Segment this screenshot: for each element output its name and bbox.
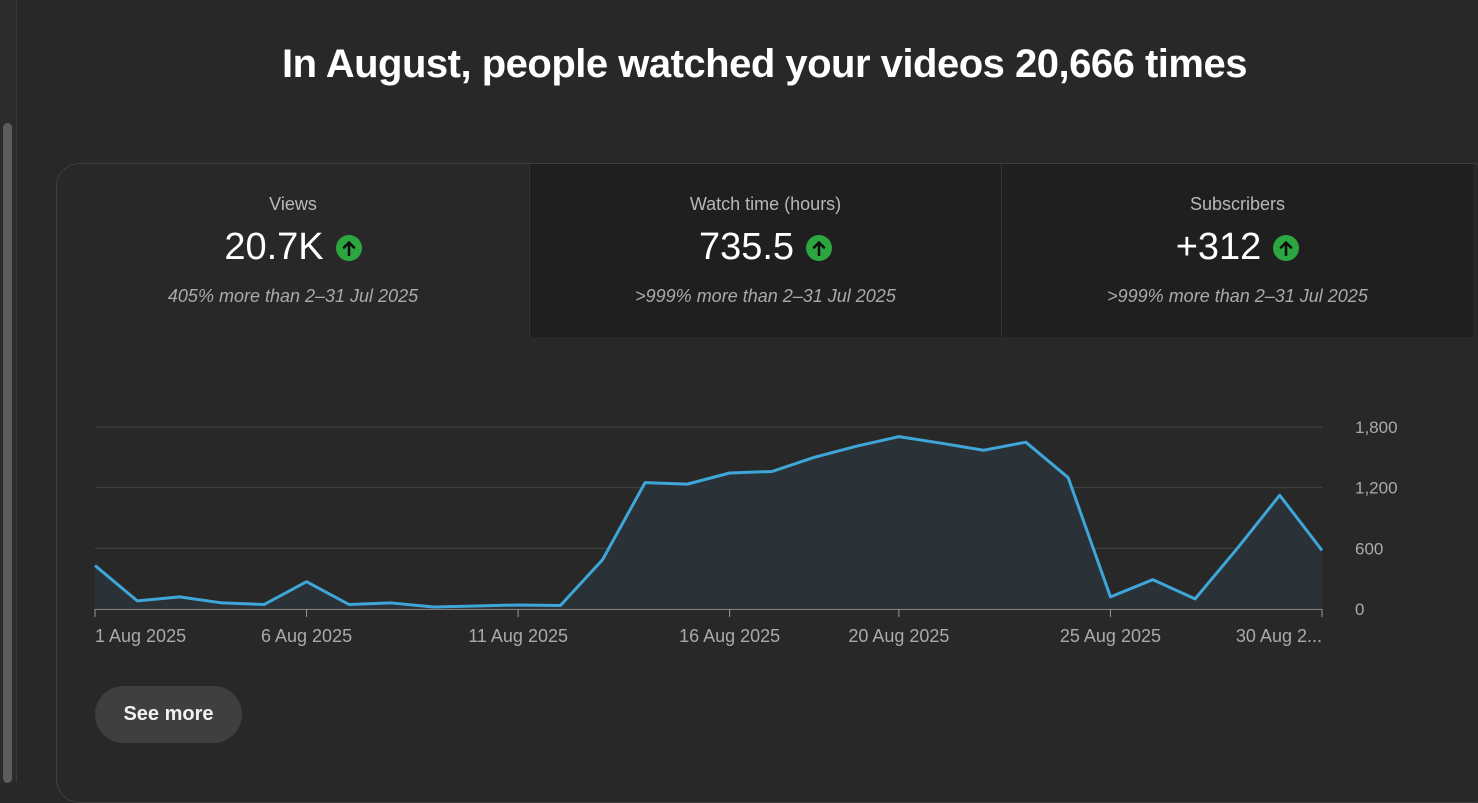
metric-tabs: Views 20.7K 405% more than 2–31 Jul 2025… xyxy=(57,164,1473,337)
x-tick-label: 16 Aug 2025 xyxy=(679,626,780,646)
tab-value: +312 xyxy=(1175,226,1262,268)
views-chart-svg: 0 600 1,200 1,800 1 Aug 2025 6 Aug 2025 11 Aug… xyxy=(94,418,1398,646)
page-headline: In August, people watched your videos 20… xyxy=(282,42,1247,86)
series-line xyxy=(94,435,1324,609)
tab-value: 20.7K xyxy=(224,226,324,268)
tab-comparison: >999% more than 2–31 Jul 2025 xyxy=(1107,286,1368,306)
x-tick-label: 6 Aug 2025 xyxy=(261,626,352,646)
tab-value: 735.5 xyxy=(698,226,795,268)
tab-views[interactable]: Views 20.7K 405% more than 2–31 Jul 2025 xyxy=(57,164,529,337)
x-tick-label: 1 Aug 2025 xyxy=(95,626,186,646)
y-tick-label: 600 xyxy=(1355,539,1383,558)
see-more-button[interactable]: See more xyxy=(95,686,242,743)
tab-watch-time[interactable]: Watch time (hours) 735.5 >999% more than… xyxy=(529,164,1001,337)
tab-comparison: 405% more than 2–31 Jul 2025 xyxy=(167,286,419,306)
scrollbar-thumb[interactable] xyxy=(3,123,12,783)
y-tick-label: 0 xyxy=(1355,600,1364,619)
arrow-up-icon xyxy=(335,234,362,261)
tab-label: Views xyxy=(269,194,317,214)
x-tick-label: 30 Aug 2... xyxy=(1236,626,1322,646)
arrow-up-icon xyxy=(806,234,833,261)
tab-comparison: >999% more than 2–31 Jul 2025 xyxy=(635,286,896,306)
arrow-up-icon xyxy=(1273,234,1300,261)
tab-label: Watch time (hours) xyxy=(689,194,842,214)
x-tick-label: 25 Aug 2025 xyxy=(1060,626,1161,646)
tab-subscribers[interactable]: Subscribers +312 >999% more than 2–31 Ju… xyxy=(1001,164,1473,337)
x-tick-label: 11 Aug 2025 xyxy=(468,626,568,646)
x-tick-label: 20 Aug 2025 xyxy=(848,626,949,646)
views-chart: 0 600 1,200 1,800 1 Aug 2025 6 Aug 2025 11 Aug… xyxy=(57,337,1473,662)
chart-area xyxy=(95,436,1322,609)
y-tick-label: 1,800 xyxy=(1355,418,1398,437)
y-tick-label: 1,200 xyxy=(1355,479,1398,498)
analytics-card: Views 20.7K 405% more than 2–31 Jul 2025… xyxy=(56,163,1478,803)
left-panel-strip xyxy=(0,0,17,783)
tab-label: Subscribers xyxy=(1189,194,1286,214)
